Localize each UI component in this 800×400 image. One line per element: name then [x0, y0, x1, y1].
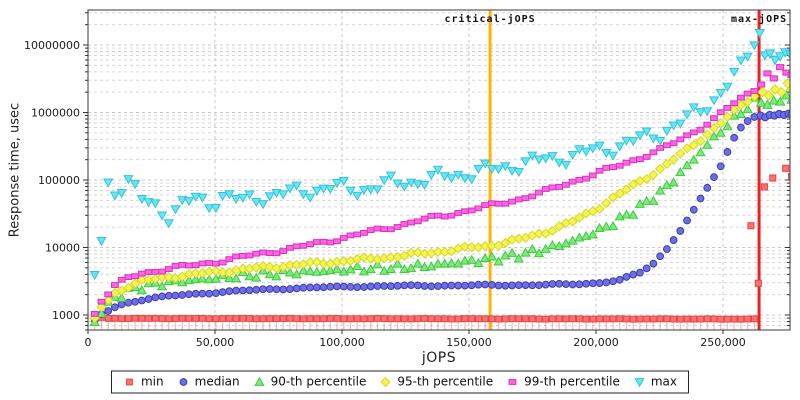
legend: min median 90-th percentile 95-th percen… [110, 370, 690, 394]
series-median [90, 109, 790, 325]
x-tick-label: 100,000 [319, 336, 365, 349]
annotation-label-critical-jOPS: critical-jOPS [444, 13, 535, 25]
legend-label-min: min [140, 374, 164, 389]
series-90-th percentile [89, 89, 790, 327]
legend-item-min: min [123, 375, 164, 389]
x-tick-label: 250,000 [700, 336, 746, 349]
legend-item-max: max [633, 375, 677, 389]
legend-marker-90th [253, 375, 266, 388]
legend-label-median: median [194, 374, 240, 389]
legend-item-median: median [177, 375, 240, 389]
plot-border [87, 9, 791, 331]
y-tick-label: 100000 [38, 174, 80, 187]
y-tick-label: 10000000 [24, 39, 80, 52]
legend-marker-min [123, 375, 136, 388]
x-tick-label: 0 [85, 336, 92, 349]
annotation-labels: critical-jOPS max-jOPS [444, 13, 787, 25]
legend-item-90th: 90-th percentile [253, 374, 367, 389]
legend-label-99th: 99-th percentile [524, 374, 620, 389]
legend-label-90th: 90-th percentile [270, 374, 367, 389]
y-tick-label: 10000 [45, 242, 80, 255]
series-95-th percentile [89, 78, 790, 324]
series-99-th percentile [90, 64, 790, 317]
legend-marker-median [177, 375, 190, 388]
legend-label-95th: 95-th percentile [397, 374, 494, 389]
legend-marker-99th [506, 375, 519, 388]
series-min [91, 164, 790, 330]
x-tick-label: 150,000 [446, 336, 492, 349]
annotation-label-max-jOPS: max-jOPS [731, 13, 787, 25]
x-tick-label: 200,000 [573, 336, 619, 349]
legend-label-max: max [650, 374, 678, 389]
x-tick-label: 50,000 [196, 336, 235, 349]
y-tick-label: 1000 [52, 309, 80, 322]
x-axis-title: jOPS [421, 350, 457, 366]
axis-ticks: 0 50,000 100,000 150,000 200,000 250,000 1000 1… [24, 12, 790, 349]
legend-marker-95th [379, 375, 392, 388]
legend-item-99th: 99-th percentile [506, 375, 620, 389]
legend-marker-max [633, 375, 646, 388]
legend-item-95th: 95-th percentile [379, 375, 493, 389]
y-tick-label: 1000000 [31, 107, 80, 120]
y-axis-title: Response time, usec [7, 102, 23, 238]
series-max [89, 29, 790, 281]
